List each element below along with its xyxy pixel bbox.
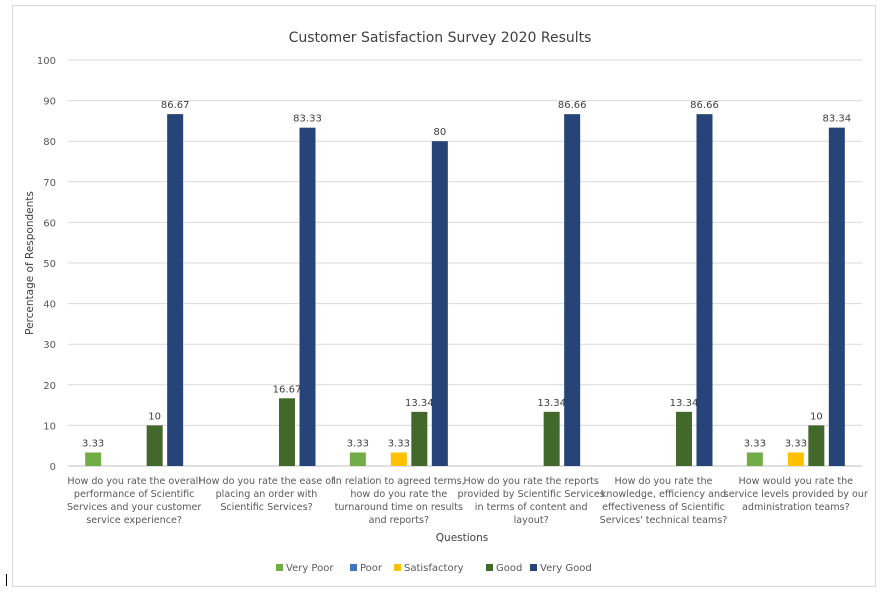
bar: [828, 127, 845, 467]
data-label: 86.66: [690, 100, 719, 111]
y-tick-label: 60: [43, 218, 56, 229]
bar: [564, 114, 581, 466]
y-tick-label: 80: [43, 137, 56, 148]
x-tick-label: provided by Scientific Services: [458, 489, 605, 500]
data-label: 10: [148, 411, 161, 422]
y-tick-label: 0: [50, 462, 56, 473]
legend-label: Satisfactory: [404, 563, 464, 574]
data-label: 86.66: [558, 100, 587, 111]
data-label: 86.67: [161, 100, 190, 111]
bar: [299, 127, 316, 466]
data-label: 3.33: [744, 438, 766, 449]
bar: [349, 452, 366, 466]
text-cursor: [6, 574, 7, 586]
legend-label: Very Good: [540, 563, 592, 574]
x-tick-label: in terms of content and: [475, 502, 588, 513]
bar: [676, 411, 692, 466]
legend-label: Good: [496, 563, 522, 574]
data-label: 13.34: [537, 398, 566, 409]
y-axis-title: Percentage of Respondents: [24, 191, 36, 335]
bar: [543, 411, 560, 466]
data-label: 3.33: [785, 438, 807, 449]
x-tick-label: placing an order with: [216, 489, 318, 500]
chart-title: Customer Satisfaction Survey 2020 Result…: [289, 30, 592, 46]
x-axis-title: Questions: [436, 532, 488, 544]
bar: [85, 452, 102, 466]
data-label: 83.33: [293, 114, 322, 125]
y-tick-label: 30: [43, 340, 56, 351]
legend-swatch: [350, 564, 357, 571]
x-tick-label: and reports?: [369, 515, 430, 526]
x-tick-label: turnaround time on results: [335, 502, 463, 513]
y-tick-label: 70: [43, 178, 56, 189]
legend-swatch: [530, 564, 537, 571]
data-label: 13.34: [670, 398, 699, 409]
x-tick-label: effectiveness of Scientific: [602, 502, 725, 513]
x-tick-label: How do you rate the reports: [464, 476, 599, 487]
x-tick-label: service experience?: [86, 515, 182, 526]
x-tick-label: How do you rate the overall: [67, 476, 201, 487]
y-tick-label: 50: [43, 259, 56, 270]
bar: [146, 425, 163, 466]
y-tick-label: 20: [43, 381, 56, 392]
legend-swatch: [486, 564, 493, 571]
y-tick-label: 100: [37, 56, 56, 67]
data-label: 10: [810, 411, 823, 422]
legend-label: Very Poor: [286, 563, 334, 574]
x-tick-label: performance of Scientific: [74, 489, 195, 500]
data-label: 16.67: [273, 384, 302, 395]
x-tick-label: layout?: [514, 515, 549, 526]
x-tick-label: service levels provided by our: [724, 489, 868, 500]
x-tick-label: How would you rate the: [739, 476, 854, 487]
bar: [279, 398, 295, 466]
data-label: 3.33: [347, 438, 369, 449]
data-label: 3.33: [388, 438, 410, 449]
legend-label: Poor: [360, 563, 383, 574]
y-tick-label: 90: [43, 97, 56, 108]
x-tick-label: administration teams?: [742, 502, 850, 513]
x-tick-label: How do you rate the: [615, 476, 713, 487]
bar: [431, 141, 448, 466]
data-label: 3.33: [82, 438, 104, 449]
bar: [390, 452, 407, 466]
x-tick-label: How do you rate the ease of: [199, 476, 336, 487]
bar: [746, 452, 763, 466]
bar: [411, 411, 428, 466]
legend-swatch: [394, 564, 401, 571]
y-tick-label: 40: [43, 300, 56, 311]
x-tick-label: In relation to agreed terms,: [333, 476, 465, 487]
x-tick-label: Services and your customer: [67, 502, 201, 513]
data-label: 80: [433, 127, 446, 138]
bar: [808, 425, 825, 466]
y-tick-label: 10: [43, 421, 56, 432]
bar: [167, 114, 184, 466]
data-label: 13.34: [405, 398, 434, 409]
x-tick-label: knowledge, efficiency and: [601, 489, 726, 500]
data-label: 83.34: [823, 114, 852, 125]
bar: [787, 452, 804, 466]
x-tick-label: Services' technical teams?: [600, 515, 728, 526]
bar: [696, 114, 713, 466]
legend-swatch: [276, 564, 283, 571]
x-tick-label: how do you rate the: [350, 489, 447, 500]
x-tick-label: Scientific Services?: [220, 502, 312, 513]
